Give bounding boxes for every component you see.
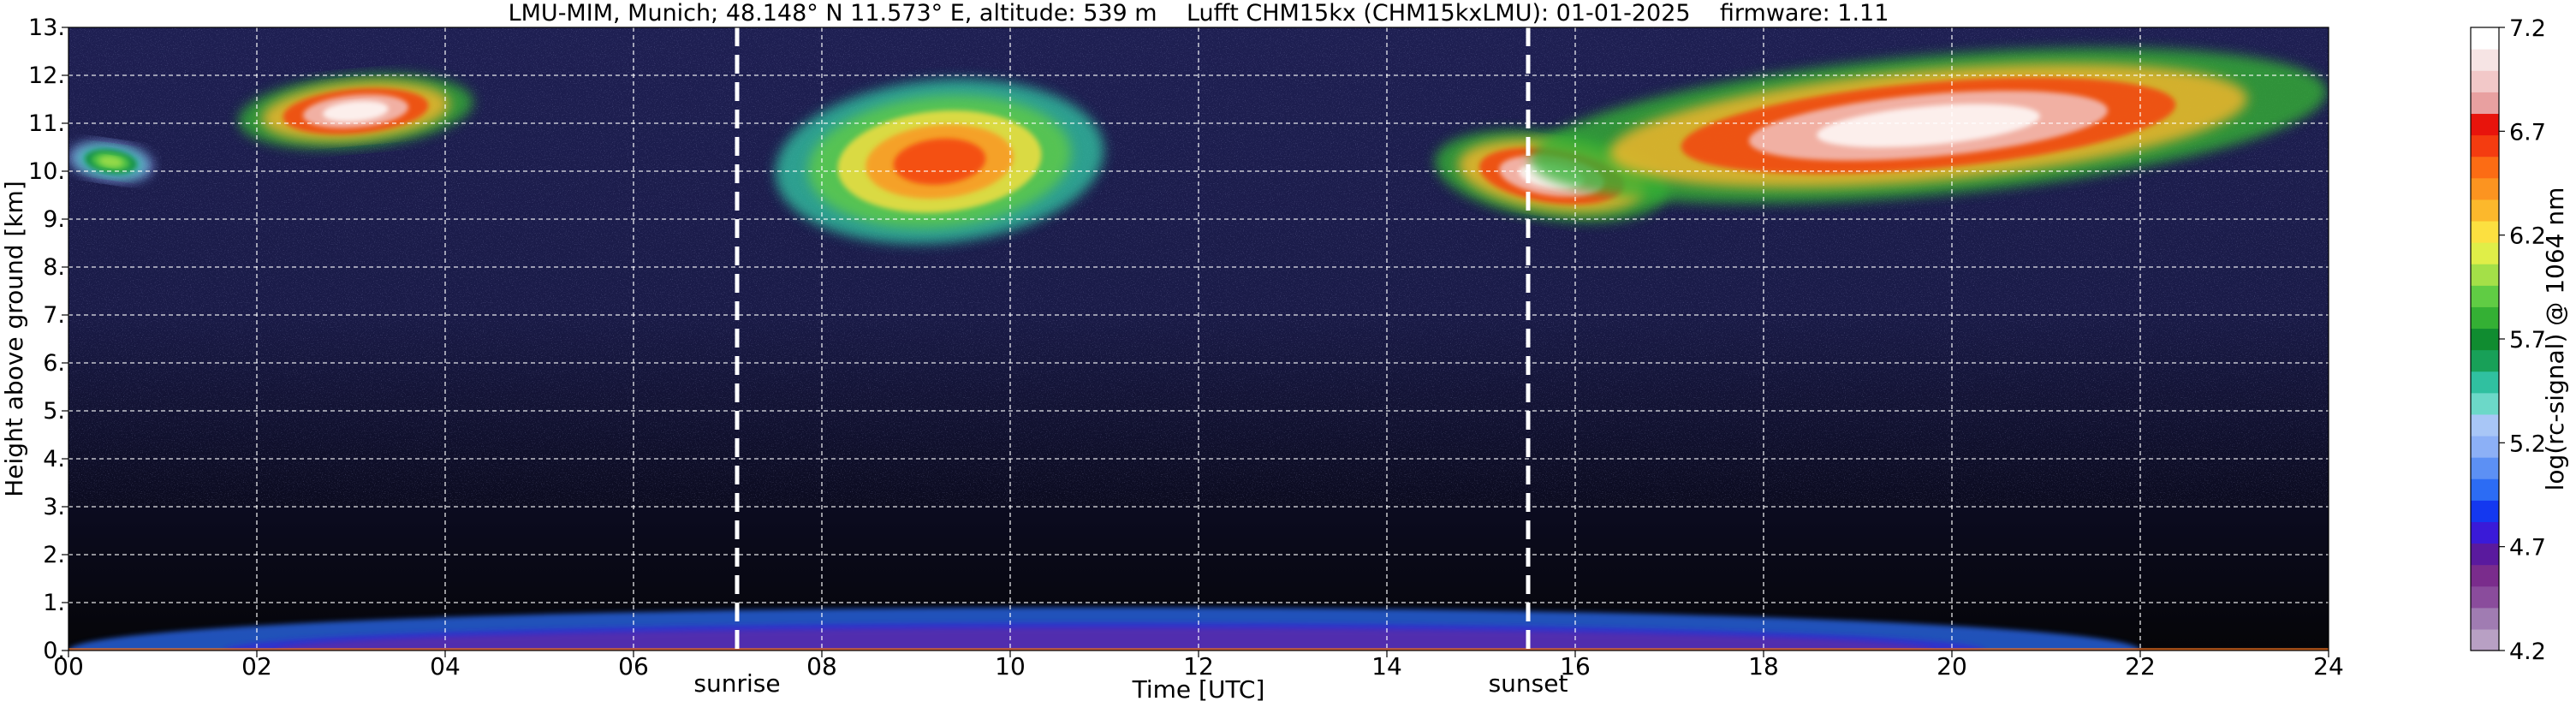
colorbar-swatch: [2471, 457, 2499, 479]
x-tick-label: 10: [995, 652, 1026, 680]
chart-title: LMU-MIM, Munich; 48.148° N 11.573° E, al…: [509, 0, 1889, 27]
y-tick-label: 11.: [28, 110, 65, 137]
colorbar-swatch: [2471, 628, 2499, 651]
y-axis: 0. 1. 2. 3. 4. 5. 6. 7. 8. 9. 10. 11. 12. 13.: [28, 15, 68, 664]
colorbar-swatch: [2471, 392, 2499, 415]
colorbar-swatch: [2471, 70, 2499, 92]
y-tick-label: 2.: [43, 542, 65, 568]
sun-markers: [735, 27, 1531, 651]
x-axis-label: Time [UTC]: [1132, 675, 1265, 704]
colorbar-swatch: [2471, 27, 2499, 50]
colorbar-swatch: [2471, 49, 2499, 71]
cloud-layer: [323, 100, 389, 122]
plot-area: [68, 27, 2329, 651]
signal-feature: [238, 74, 473, 149]
x-tick-label: 06: [618, 652, 649, 680]
colorbar-swatch: [2471, 306, 2499, 330]
y-tick-label: 13.: [28, 15, 65, 41]
x-tick-label: 04: [430, 652, 461, 680]
cloud-layer: [1817, 104, 2040, 148]
x-tick-label: 00: [53, 652, 84, 680]
y-tick-label: 6.: [43, 350, 65, 377]
x-tick-label: 24: [2313, 652, 2344, 680]
colorbar-tick-label: 6.2: [2509, 223, 2546, 250]
y-tick-label: 1.: [43, 590, 65, 616]
signal-feature: [775, 79, 1104, 245]
colorbar-swatch: [2471, 92, 2499, 115]
y-tick-label: 5.: [43, 398, 65, 425]
y-tick-label: 3.: [43, 494, 65, 520]
grid-lines: [68, 27, 2329, 651]
marker-labels: sunrise sunset: [693, 669, 1568, 698]
y-tick-label: 8.: [43, 254, 65, 281]
cloud-layer: [98, 156, 123, 168]
colorbar-swatch: [2471, 607, 2499, 630]
colorbar-swatch: [2471, 199, 2499, 222]
colorbar-swatch: [2471, 264, 2499, 286]
signal-feature: [68, 607, 2329, 651]
x-tick-label: 02: [241, 652, 272, 680]
y-tick-label: 0.: [43, 638, 65, 664]
colorbar-swatch: [2471, 521, 2499, 544]
boundary-layer-band: [276, 627, 1933, 651]
signal-feature: [1529, 48, 2328, 204]
colorbar-swatch: [2471, 585, 2499, 609]
y-tick-label: 10.: [28, 158, 65, 185]
colorbar-swatch: [2471, 328, 2499, 351]
colorbar-swatch: [2471, 413, 2499, 437]
colorbar-swatch: [2471, 113, 2499, 136]
colorbar-swatch: [2471, 156, 2499, 179]
colorbar-swatch: [2471, 500, 2499, 522]
colorbar-tick-label: 5.7: [2509, 327, 2546, 354]
x-tick-label: 20: [1936, 652, 1967, 680]
colorbar-swatch: [2471, 543, 2499, 566]
colorbar-tick-label: 5.2: [2509, 431, 2546, 457]
colorbar-tick-label: 4.7: [2509, 535, 2546, 561]
colorbar-tick-label: 4.2: [2509, 639, 2546, 665]
x-tick-label: 14: [1371, 652, 1402, 680]
colorbar-swatch: [2471, 564, 2499, 587]
colorbar-swatch: [2471, 285, 2499, 307]
y-tick-label: 12.: [28, 62, 65, 89]
x-tick-label: 16: [1560, 652, 1591, 680]
colorbar-swatch: [2471, 134, 2499, 157]
ground-signal-band: [68, 648, 2329, 651]
sunset-label: sunset: [1489, 669, 1568, 698]
colorbar-tick-label: 6.7: [2509, 119, 2546, 146]
y-tick-label: 7.: [43, 302, 65, 329]
colorbar-swatch: [2471, 242, 2499, 264]
colorbar: 4.2 4.7 5.2 5.7 6.2 6.7 7.2: [2470, 15, 2546, 665]
sunrise-label: sunrise: [693, 669, 780, 698]
colorbar-swatch: [2471, 177, 2499, 200]
colorbar-swatch: [2471, 220, 2499, 243]
y-tick-label: 4.: [43, 446, 65, 472]
x-axis: 00 02 04 06 08 10 12 14 16 18 20 22 24: [53, 651, 2344, 680]
x-tick-label: 12: [1183, 652, 1214, 680]
colorbar-swatch: [2471, 371, 2499, 394]
y-axis-label: Height above ground [km]: [0, 181, 28, 497]
cloud-layer: [893, 138, 986, 185]
colorbar-tick-label: 7.2: [2509, 15, 2546, 42]
x-tick-label: 08: [806, 652, 837, 680]
colorbar-swatch: [2471, 478, 2499, 501]
signal-features: [68, 48, 2329, 651]
y-tick-label: 9.: [43, 206, 65, 233]
colorbar-label: log(rc-signal) @ 1064 nm: [2541, 187, 2569, 491]
x-tick-label: 18: [1748, 652, 1779, 680]
signal-feature: [68, 141, 153, 182]
colorbar-swatch: [2471, 435, 2499, 458]
x-tick-label: 22: [2125, 652, 2156, 680]
colorbar-swatch: [2471, 349, 2499, 372]
